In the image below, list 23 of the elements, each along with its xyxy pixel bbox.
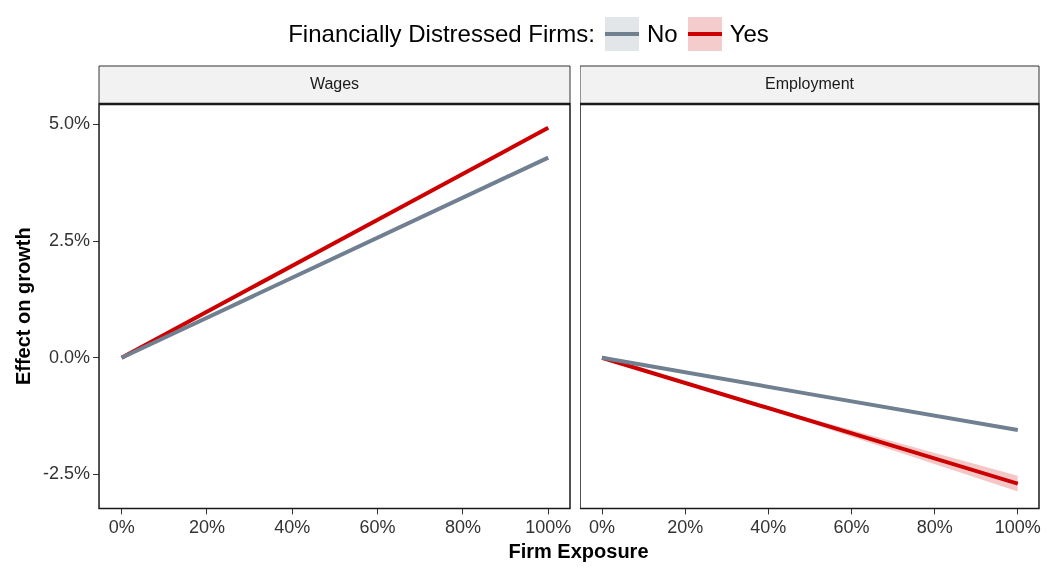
x-tick-label: 40% <box>274 517 311 538</box>
x-tick-label: 0% <box>589 517 616 538</box>
x-tick-label: 80% <box>916 517 953 538</box>
x-tick-label: 100% <box>994 517 1041 538</box>
x-tick-label: 80% <box>444 517 481 538</box>
x-tick-label: 60% <box>833 517 870 538</box>
x-tick-label: 60% <box>359 517 396 538</box>
x-axis-title: Firm Exposure <box>507 540 650 563</box>
legend-title: Financially Distressed Firms: <box>288 20 595 48</box>
x-tick-label: 0% <box>108 517 135 538</box>
x-tick-label: 40% <box>750 517 787 538</box>
legend-label: Yes <box>729 20 769 48</box>
chart-title: Employment <box>765 75 855 93</box>
x-tick-label: 100% <box>525 517 572 538</box>
y-tick-label: 2.5% <box>48 230 91 251</box>
chart-title: Wages <box>309 75 360 93</box>
y-tick-label: -2.5% <box>42 463 91 484</box>
x-tick-label: 20% <box>188 517 225 538</box>
x-tick-label: 20% <box>667 517 704 538</box>
y-axis-title: Effect on growth <box>11 227 34 386</box>
y-tick-label: 5.0% <box>48 113 91 134</box>
y-tick-label: 0.0% <box>48 346 91 367</box>
legend-label: No <box>646 20 678 48</box>
